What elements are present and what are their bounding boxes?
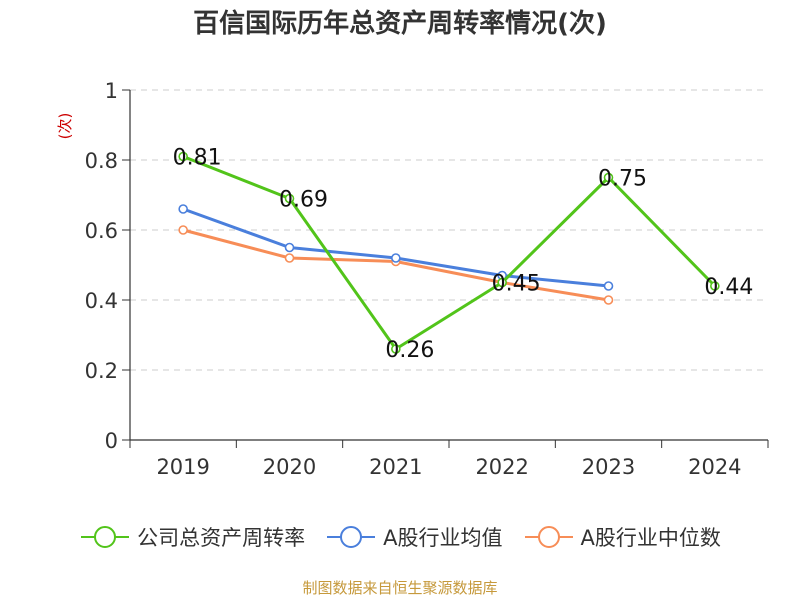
data-label: 0.81 (173, 146, 222, 171)
y-tick-label: 1 (105, 79, 118, 103)
x-tick-label: 2023 (582, 455, 635, 479)
data-point-0 (497, 277, 507, 288)
chart-legend: 公司总资产周转率 A股行业均值 A股行业中位数 (0, 520, 800, 554)
data-point-0 (710, 281, 720, 291)
data-point-2 (178, 225, 188, 235)
data-point-0 (178, 151, 188, 162)
data-point-1 (391, 253, 401, 263)
data-label: 0.26 (385, 338, 434, 363)
legend-swatch-icon (327, 526, 376, 548)
x-tick-label: 2022 (475, 455, 528, 479)
x-tick-label: 2021 (369, 455, 422, 479)
data-point-2 (284, 253, 295, 263)
data-label: 0.75 (598, 167, 647, 192)
legend-item: 公司总资产周转率 (79, 522, 305, 552)
data-label: 0.69 (279, 188, 328, 213)
data-point-1 (284, 242, 295, 253)
y-tick-label: 0.6 (85, 219, 118, 243)
y-axis-label: (次) (56, 113, 74, 140)
data-point-0 (603, 172, 614, 183)
chart-title: 百信国际历年总资产周转率情况(次) (193, 9, 607, 39)
legend-item: A股行业均值 (325, 522, 503, 552)
data-point-1 (178, 204, 188, 214)
y-tick-label: 0 (105, 429, 118, 453)
data-label: 0.44 (704, 275, 753, 300)
legend-label: 公司总资产周转率 (137, 526, 306, 550)
legend-swatch-icon (524, 526, 573, 548)
legend-swatch-icon (81, 526, 130, 548)
legend-item: A股行业中位数 (523, 522, 721, 552)
data-point-0 (284, 193, 295, 204)
data-source-note: 制图数据来自恒生聚源数据库 (302, 579, 498, 597)
legend-label: A股行业均值 (383, 526, 503, 550)
y-tick-label: 0.8 (85, 149, 118, 173)
x-tick-label: 2020 (263, 455, 316, 479)
legend-label: A股行业中位数 (580, 526, 721, 550)
data-point-0 (391, 344, 401, 354)
series-line-0 (182, 155, 716, 351)
data-point-2 (603, 295, 614, 305)
data-label: 0.45 (492, 272, 541, 297)
x-tick-label: 2019 (156, 455, 209, 479)
y-tick-label: 0.4 (85, 289, 118, 313)
x-tick-label: 2024 (688, 455, 741, 479)
y-tick-label: 0.2 (85, 359, 118, 383)
data-point-1 (603, 281, 614, 291)
